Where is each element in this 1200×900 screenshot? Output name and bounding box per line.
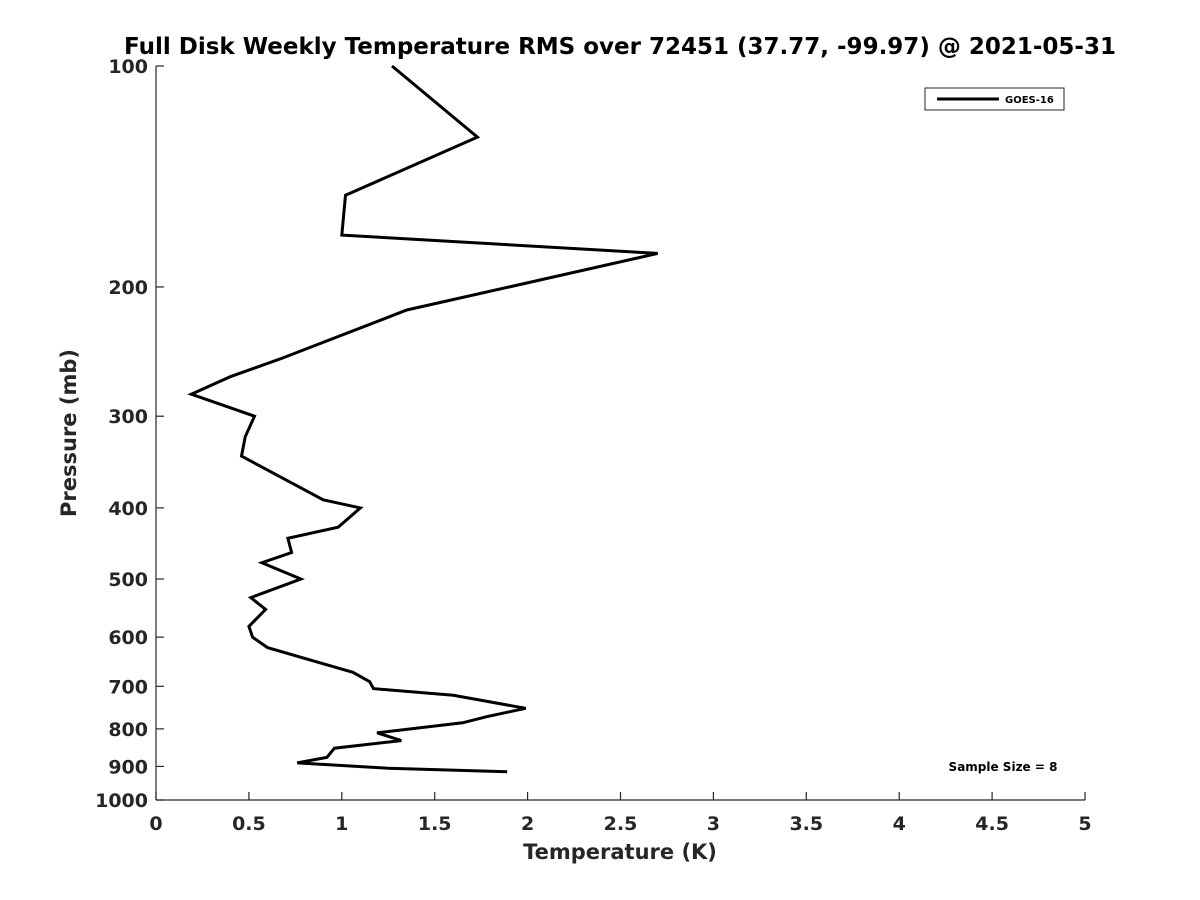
y-tick-label: 900: [108, 756, 148, 778]
legend: GOES-16: [924, 87, 1065, 111]
y-tick-label: 800: [108, 719, 148, 741]
y-tick-label: 200: [108, 277, 148, 299]
y-tick-label: 100: [108, 56, 148, 78]
x-tick-label: 1.5: [418, 813, 452, 835]
x-tick-label: 5: [1078, 813, 1091, 835]
x-tick-label: 0.5: [232, 813, 266, 835]
chart-title: Full Disk Weekly Temperature RMS over 72…: [124, 34, 1116, 60]
x-tick-label: 0: [149, 813, 162, 835]
series-layer: [187, 64, 659, 774]
legend-label: GOES-16: [1005, 95, 1054, 106]
sample-size-annotation: Sample Size = 8: [949, 760, 1058, 774]
y-tick-label: 600: [108, 627, 148, 649]
x-axis-ticks: 0 0.5 1 1.5 2 2.5 3 3.5 4 4.5 5: [149, 792, 1092, 835]
x-tick-label: 2.5: [604, 813, 638, 835]
x-tick-label: 4.5: [975, 813, 1009, 835]
x-tick-label: 4: [893, 813, 906, 835]
y-axis-label: Pressure (mb): [57, 349, 81, 517]
y-tick-label: 400: [108, 498, 148, 520]
x-tick-label: 3.5: [789, 813, 823, 835]
plot-area: [156, 66, 1085, 800]
x-tick-label: 3: [707, 813, 720, 835]
y-axis-ticks: 100 200 300 400 500 600 700 800 900 1000: [95, 56, 164, 812]
y-tick-label: 1000: [95, 790, 148, 812]
y-tick-label: 500: [108, 569, 148, 591]
series-line-goes-16: [187, 64, 659, 774]
x-axis-label: Temperature (K): [523, 840, 717, 864]
x-tick-label: 1: [335, 813, 348, 835]
x-tick-label: 2: [521, 813, 534, 835]
y-tick-label: 300: [108, 406, 148, 428]
y-tick-label: 700: [108, 676, 148, 698]
